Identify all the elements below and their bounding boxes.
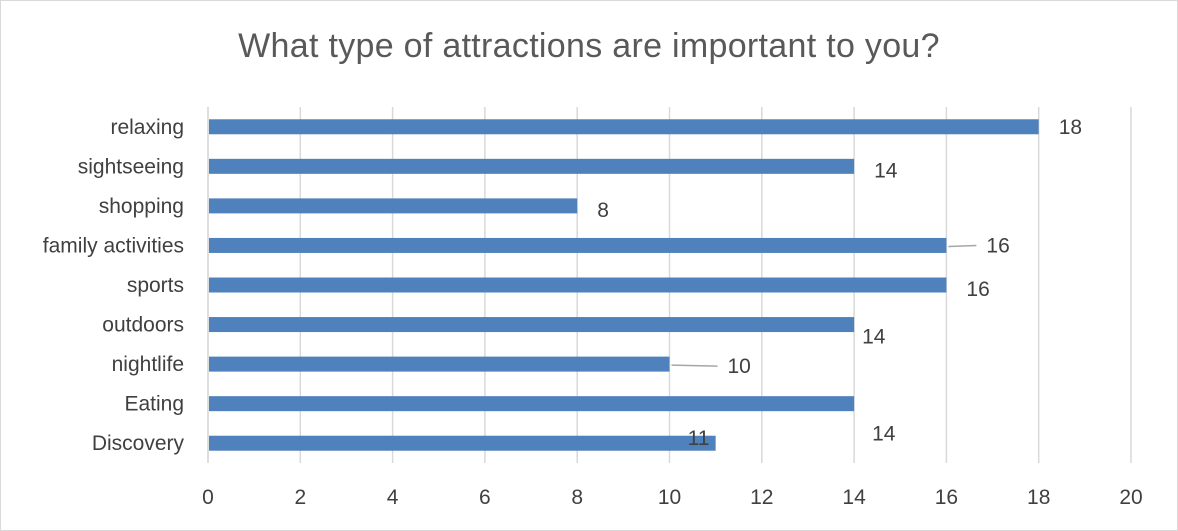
- bar-family-activities: [209, 237, 947, 253]
- category-label: sports: [127, 274, 184, 297]
- category-label: shopping: [99, 195, 184, 218]
- x-tick-label: 16: [935, 486, 958, 509]
- bar-sports: [209, 277, 947, 293]
- x-tick-label: 2: [294, 486, 306, 509]
- category-label: family activities: [43, 234, 184, 257]
- data-label: 18: [1059, 116, 1082, 139]
- x-tick-label: 6: [479, 486, 491, 509]
- bar-shopping: [209, 198, 578, 214]
- x-tick-label: 0: [202, 486, 214, 509]
- data-label: 11: [688, 427, 710, 450]
- bar-outdoors: [209, 317, 855, 333]
- x-tick-label: 20: [1119, 486, 1142, 509]
- x-tick-label: 8: [571, 486, 583, 509]
- data-label: 14: [862, 326, 886, 349]
- category-label: nightlife: [112, 353, 184, 376]
- data-label: 14: [874, 159, 898, 182]
- category-label: outdoors: [102, 314, 184, 337]
- category-label: relaxing: [110, 116, 184, 139]
- leader-lines: [671, 244, 977, 367]
- bar-sightseeing: [209, 158, 855, 174]
- data-label: 14: [872, 423, 896, 446]
- leader-line: [671, 364, 718, 367]
- bar-eating: [209, 396, 855, 412]
- x-tick-label: 14: [842, 486, 866, 509]
- bar-discovery: [209, 435, 716, 451]
- bar-nightlife: [209, 356, 670, 372]
- bar-relaxing: [209, 119, 1039, 135]
- data-label: 16: [966, 278, 989, 301]
- x-tick-label: 4: [387, 486, 399, 509]
- category-label: Eating: [124, 393, 184, 416]
- leader-line: [948, 244, 977, 248]
- x-tick-label: 18: [1027, 486, 1050, 509]
- category-labels: relaxing sightseeing shopping family activi…: [43, 116, 185, 455]
- chart-title: What type of attractions are important t…: [238, 27, 940, 65]
- x-tick-labels: 0 2 4 6 8 10 12 14 16 18 20: [202, 486, 1143, 509]
- category-label: Discovery: [92, 432, 185, 455]
- data-labels: 18 14 8 16 16 14 10 14 11: [597, 116, 1082, 450]
- data-label: 10: [728, 355, 751, 378]
- category-label: sightseeing: [78, 155, 184, 178]
- data-label: 16: [986, 234, 1009, 257]
- x-tick-label: 10: [658, 486, 681, 509]
- bars: [209, 119, 1039, 451]
- data-label: 8: [597, 199, 609, 222]
- x-tick-label: 12: [750, 486, 773, 509]
